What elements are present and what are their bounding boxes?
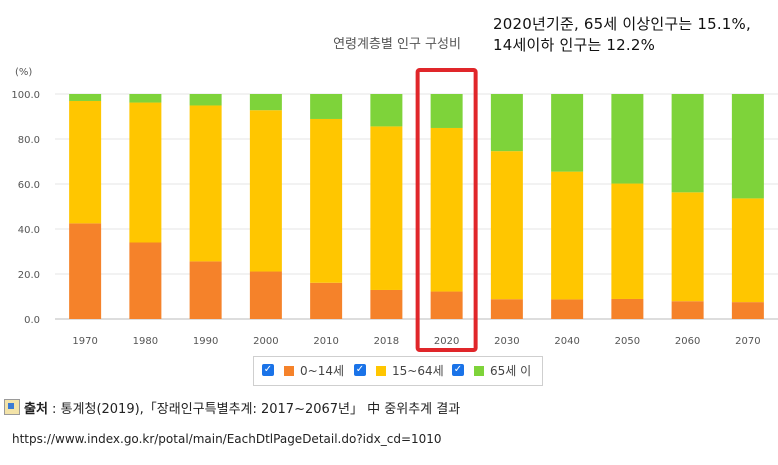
x-tick-label: 2018 bbox=[374, 336, 399, 347]
bar-segment-2050-0[interactable] bbox=[611, 298, 644, 319]
bar-segment-2040-0[interactable] bbox=[551, 299, 584, 319]
bar-segment-2018-2[interactable] bbox=[370, 94, 403, 127]
bar-segment-2030-0[interactable] bbox=[490, 299, 523, 319]
x-tick-label: 1980 bbox=[133, 336, 158, 347]
legend-swatch-green bbox=[474, 366, 484, 376]
y-tick-label: 100.0 bbox=[11, 90, 40, 101]
x-tick-label: 2010 bbox=[313, 336, 338, 347]
x-tick-label: 2070 bbox=[735, 336, 760, 347]
x-tick-label: 2040 bbox=[554, 336, 579, 347]
annotation-text: 2020년기준, 65세 이상인구는 15.1%, 14세이하 인구는 12.2… bbox=[493, 14, 775, 56]
bar-segment-2060-2[interactable] bbox=[671, 94, 704, 193]
x-tick-label: 2060 bbox=[675, 336, 700, 347]
bar-segment-2020-2[interactable] bbox=[430, 94, 463, 128]
legend-label: 0~14세 bbox=[300, 364, 344, 378]
bar-segment-2030-2[interactable] bbox=[490, 94, 523, 152]
bar-segment-2070-0[interactable] bbox=[731, 302, 764, 319]
y-tick-label: 0.0 bbox=[24, 315, 40, 326]
y-tick-label: 80.0 bbox=[18, 135, 40, 146]
bars bbox=[69, 94, 764, 319]
legend-swatch-orange bbox=[284, 366, 294, 376]
bar-segment-1980-1[interactable] bbox=[129, 102, 162, 243]
checkbox-checked-icon[interactable]: ✓ bbox=[262, 364, 274, 376]
annotation-line-2: 14세이하 인구는 12.2% bbox=[493, 36, 656, 54]
y-tick-label: 20.0 bbox=[18, 270, 40, 281]
document-icon bbox=[4, 399, 20, 415]
bar-segment-2000-1[interactable] bbox=[249, 110, 282, 272]
population-composition-chart: 연령계층별 인구 구성비 (%) 0.0 20.0 40.0 60.0 80.0 100.… bbox=[11, 37, 778, 352]
annotation-line-1: 2020년기준, 65세 이상인구는 15.1%, bbox=[493, 15, 751, 33]
legend-item-0-14[interactable]: ✓ 0~14세 bbox=[262, 363, 352, 381]
bar-segment-2030-1[interactable] bbox=[490, 151, 523, 300]
x-tick-label: 2000 bbox=[253, 336, 278, 347]
bar-segment-2060-1[interactable] bbox=[671, 192, 704, 302]
legend: ✓ 0~14세 ✓ 15~64세 ✓ 65세 이 bbox=[253, 356, 543, 386]
bar-segment-2018-0[interactable] bbox=[370, 289, 403, 319]
x-tick-label: 1970 bbox=[72, 336, 97, 347]
bar-segment-2010-0[interactable] bbox=[310, 282, 343, 319]
legend-label: 15~64세 bbox=[392, 364, 444, 378]
y-tick-label: 60.0 bbox=[18, 180, 40, 191]
x-tick-label: 2030 bbox=[494, 336, 519, 347]
source-text: : 통계청(2019),「장래인구특별추계: 2017~2067년」 中 중위추… bbox=[47, 402, 461, 417]
legend-swatch-yellow bbox=[376, 366, 386, 376]
x-tick-label: 2050 bbox=[615, 336, 640, 347]
chart-title: 연령계층별 인구 구성비 bbox=[333, 37, 461, 52]
highlight-box-2020 bbox=[415, 68, 478, 352]
bar-segment-1970-1[interactable] bbox=[69, 100, 102, 224]
bar-segment-2060-0[interactable] bbox=[671, 301, 704, 319]
bar-segment-2020-1[interactable] bbox=[430, 127, 463, 292]
source-url[interactable]: https://www.index.go.kr/potal/main/EachD… bbox=[12, 432, 442, 446]
bar-segment-2070-2[interactable] bbox=[731, 94, 764, 199]
bar-segment-1990-0[interactable] bbox=[189, 261, 222, 319]
bar-segment-2070-1[interactable] bbox=[731, 198, 764, 303]
y-axis-label: (%) bbox=[15, 67, 32, 78]
source-line: 출처 : 통계청(2019),「장래인구특별추계: 2017~2067년」 中 … bbox=[4, 398, 460, 417]
legend-item-15-64[interactable]: ✓ 15~64세 bbox=[354, 363, 454, 381]
y-tick-label: 40.0 bbox=[18, 225, 40, 236]
bar-segment-2040-2[interactable] bbox=[551, 94, 584, 172]
x-tick-label: 1990 bbox=[193, 336, 218, 347]
bar-segment-2020-0[interactable] bbox=[430, 291, 463, 319]
y-tick-labels: 0.0 20.0 40.0 60.0 80.0 100.0 bbox=[11, 90, 40, 326]
bar-segment-2000-2[interactable] bbox=[249, 94, 282, 111]
x-tick-labels: 1970 1980 1990 2000 2010 2018 2020 2030 2040 2050… bbox=[72, 336, 760, 347]
bar-segment-2040-1[interactable] bbox=[551, 171, 584, 300]
bar-segment-2000-0[interactable] bbox=[249, 271, 282, 319]
bar-segment-2050-1[interactable] bbox=[611, 183, 644, 299]
legend-label: 65세 이 bbox=[490, 364, 532, 378]
source-label: 출처 bbox=[24, 402, 48, 417]
bar-segment-1990-2[interactable] bbox=[189, 94, 222, 106]
bar-segment-2018-1[interactable] bbox=[370, 126, 403, 290]
bar-segment-1990-1[interactable] bbox=[189, 105, 222, 262]
checkbox-checked-icon[interactable]: ✓ bbox=[354, 364, 366, 376]
bar-segment-2010-1[interactable] bbox=[310, 118, 343, 283]
bar-segment-1970-2[interactable] bbox=[69, 94, 102, 101]
checkbox-checked-icon[interactable]: ✓ bbox=[452, 364, 464, 376]
bar-segment-2050-2[interactable] bbox=[611, 94, 644, 184]
legend-item-65-plus[interactable]: ✓ 65세 이 bbox=[452, 363, 540, 381]
x-tick-label: 2020 bbox=[434, 336, 459, 347]
bar-segment-1980-0[interactable] bbox=[129, 242, 162, 320]
bar-segment-1970-0[interactable] bbox=[69, 223, 102, 319]
bar-segment-1980-2[interactable] bbox=[129, 94, 162, 103]
bar-segment-2010-2[interactable] bbox=[310, 94, 343, 119]
